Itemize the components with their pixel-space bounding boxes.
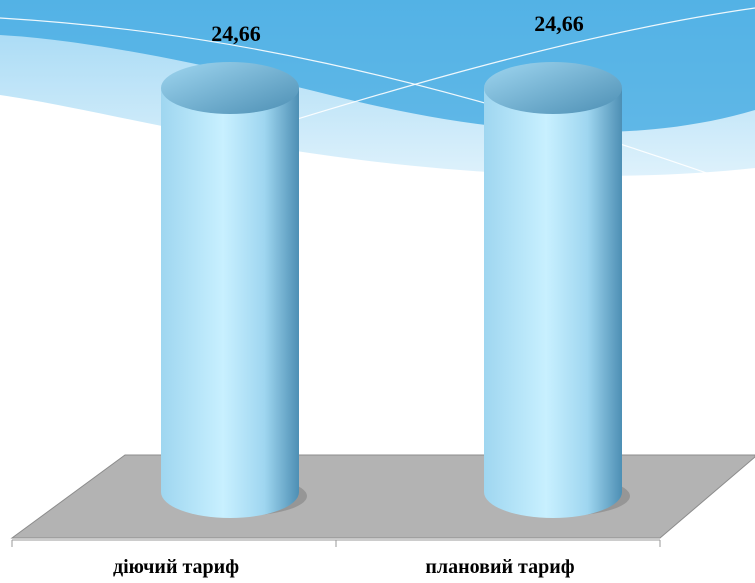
bar-top-cap xyxy=(161,62,299,114)
category-label-2: плановий тариф xyxy=(425,556,574,578)
category-labels: діючий тариф плановий тариф xyxy=(113,556,575,578)
background-waves xyxy=(0,0,755,191)
value-label-2: 24,66 xyxy=(534,11,584,36)
x-axis xyxy=(11,539,661,547)
bar-top-cap xyxy=(484,62,622,114)
bar-body xyxy=(484,88,622,518)
chart-floor xyxy=(10,454,755,539)
bar-1 xyxy=(161,62,307,518)
wave-line-2 xyxy=(229,7,755,141)
value-label-1: 24,66 xyxy=(211,21,261,46)
bar-2 xyxy=(484,62,630,518)
value-labels: 24,66 24,66 xyxy=(211,11,584,46)
bars xyxy=(161,62,630,518)
category-label-1: діючий тариф xyxy=(113,556,239,578)
bar-body xyxy=(161,88,299,518)
